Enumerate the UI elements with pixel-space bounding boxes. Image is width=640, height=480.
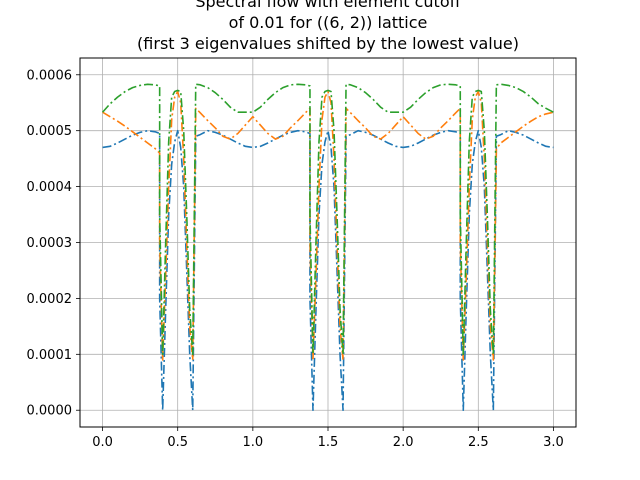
chart-title-line-2: of 0.01 for ((6, 2)) lattice [229, 13, 428, 32]
y-tick-label: 0.0005 [27, 124, 73, 139]
series-lines [101, 83, 554, 412]
x-tick-label: 2.0 [393, 435, 414, 450]
grid-lines [80, 58, 576, 427]
x-tick-label: 1.0 [243, 435, 264, 450]
x-tick-label: 0.0 [92, 435, 113, 450]
x-tick-label: 1.5 [318, 435, 339, 450]
y-tick-label: 0.0000 [27, 404, 73, 419]
series-line-2 [102, 90, 554, 361]
y-tick-label: 0.0006 [27, 68, 73, 83]
chart-title-line-1: Spectral flow with element cutoff [195, 0, 461, 11]
y-tick-label: 0.0002 [27, 292, 73, 307]
x-tick-label: 2.5 [468, 435, 489, 450]
series-line-1 [102, 129, 554, 412]
y-tick-label: 0.0004 [27, 180, 73, 195]
y-tick-label: 0.0001 [27, 348, 73, 363]
axis-ticks: 0.0 0.5 1.0 1.5 2.0 2.5 3.0 0.0000 0.0001 0.0002 0… [27, 68, 564, 450]
x-tick-label: 0.5 [167, 435, 188, 450]
x-tick-label: 3.0 [543, 435, 564, 450]
y-tick-label: 0.0003 [27, 236, 73, 251]
chart-title-line-3: (first 3 eigenvalues shifted by the lowe… [137, 34, 519, 53]
series-line-3 [101, 83, 554, 356]
